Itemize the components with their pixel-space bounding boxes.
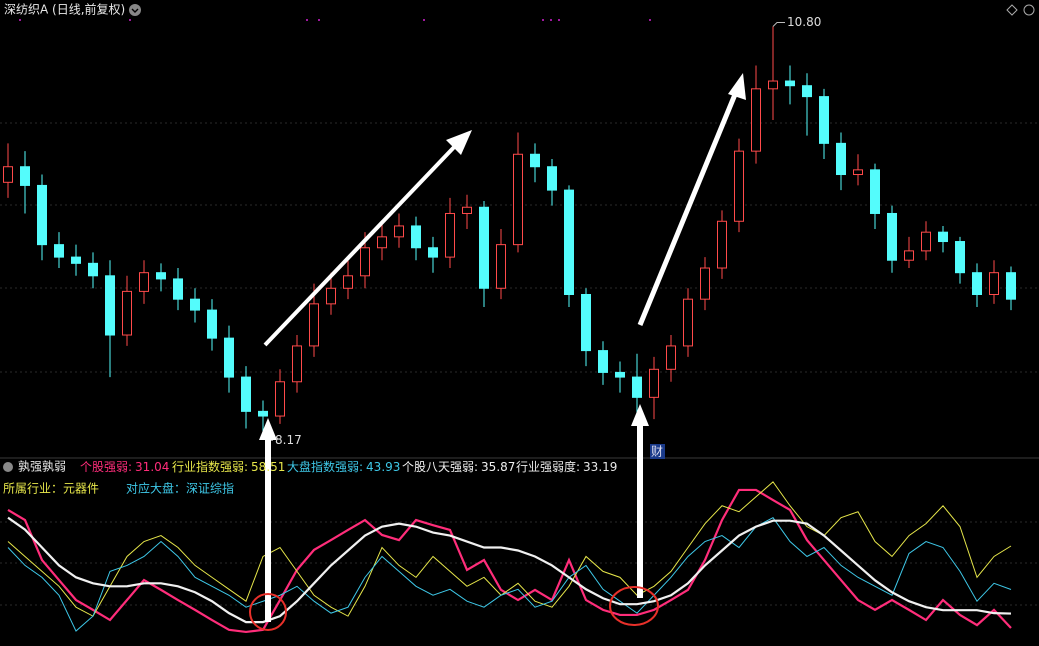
candle-body bbox=[309, 303, 319, 347]
candle-body bbox=[615, 371, 625, 378]
candle-body bbox=[513, 153, 523, 246]
candle-body bbox=[37, 184, 47, 246]
candle-body bbox=[717, 220, 727, 269]
industry-label: 所属行业：元器件 bbox=[3, 482, 99, 496]
indicator-line bbox=[7, 488, 1012, 634]
legend-entry: 大盘指数强弱: 43.93 bbox=[287, 459, 400, 474]
high-label: 10.80 bbox=[787, 15, 821, 29]
market-label: 对应大盘：深证综指 bbox=[126, 481, 234, 496]
candle-body bbox=[530, 153, 540, 168]
legend-value: 33.19 bbox=[583, 460, 617, 474]
indicator-line bbox=[7, 517, 1012, 632]
candle-body bbox=[972, 272, 982, 296]
legend-value: 43.93 bbox=[366, 460, 400, 474]
candle-body bbox=[275, 381, 285, 417]
candle-body bbox=[360, 247, 370, 277]
candle-body bbox=[445, 212, 455, 258]
candle-body bbox=[428, 247, 438, 258]
candle-body bbox=[785, 80, 795, 87]
candle-body bbox=[683, 298, 693, 347]
legend-value: 31.04 bbox=[135, 460, 169, 474]
candle-body bbox=[836, 142, 846, 176]
indicator-icon[interactable] bbox=[3, 462, 13, 472]
candle-body bbox=[292, 345, 302, 383]
candle-body bbox=[411, 225, 421, 249]
indicator-line bbox=[7, 516, 1012, 624]
candle-body bbox=[666, 345, 676, 370]
candle-body bbox=[326, 287, 336, 305]
candle-body bbox=[564, 189, 574, 296]
candle-body bbox=[496, 244, 506, 289]
candle-body bbox=[700, 267, 710, 300]
event-dots bbox=[19, 19, 651, 21]
candle-body bbox=[343, 275, 353, 289]
candle-body bbox=[139, 272, 149, 292]
leader bbox=[772, 21, 785, 27]
candle-body bbox=[3, 166, 13, 183]
legend-name: 个股强弱: bbox=[80, 460, 132, 474]
indicator-title: 孰强孰弱 bbox=[18, 459, 66, 474]
candle-body bbox=[377, 236, 387, 249]
dropdown-icon[interactable] bbox=[129, 4, 141, 16]
candle-body bbox=[547, 166, 557, 191]
candle-body bbox=[190, 298, 200, 311]
legend-name: 个股八天强弱: bbox=[402, 460, 478, 474]
annotation-overlay bbox=[249, 73, 746, 631]
candle-body bbox=[768, 80, 778, 90]
candle-body bbox=[938, 231, 948, 243]
candle-body bbox=[989, 272, 999, 296]
legend-value: 35.87 bbox=[481, 460, 515, 474]
badge-box bbox=[650, 444, 665, 459]
candle-body bbox=[734, 150, 744, 222]
candle-body bbox=[598, 350, 608, 373]
candle-body bbox=[955, 241, 965, 274]
candle-body bbox=[156, 272, 166, 280]
candle-body bbox=[802, 85, 812, 98]
candle-body bbox=[224, 337, 234, 378]
candle-body bbox=[479, 206, 489, 289]
candle-body bbox=[71, 256, 81, 264]
legend-entry: 行业强弱度: 33.19 bbox=[516, 459, 617, 474]
candle-body bbox=[462, 206, 472, 214]
candle-body bbox=[88, 262, 98, 277]
candle-body bbox=[173, 278, 183, 300]
candle-body bbox=[649, 368, 659, 398]
candle-body bbox=[241, 376, 251, 412]
candle-body bbox=[258, 410, 268, 417]
candle-body bbox=[1006, 272, 1016, 300]
legend-entry: 个股八天强弱: 35.87 bbox=[402, 460, 515, 474]
stock-title: 深纺织A (日线,前复权) bbox=[4, 2, 125, 17]
settings-icon[interactable] bbox=[1023, 4, 1035, 16]
legend-entry: 行业指数强弱: 58.51 bbox=[172, 459, 285, 474]
legend-name: 大盘指数强弱: bbox=[287, 459, 363, 474]
candle-body bbox=[819, 96, 829, 144]
candle-body bbox=[870, 169, 880, 214]
candle-body bbox=[105, 275, 115, 336]
legend-entry: 个股强弱: 31.04 bbox=[80, 460, 169, 474]
candle-body bbox=[921, 231, 931, 252]
diamond-icon[interactable] bbox=[1006, 4, 1018, 16]
legend-name: 行业强弱度: bbox=[516, 459, 580, 474]
candle-body bbox=[394, 225, 404, 238]
indicator-line bbox=[7, 481, 1012, 617]
candle-body bbox=[632, 376, 642, 398]
candle-body bbox=[122, 290, 132, 336]
candle-body bbox=[904, 250, 914, 261]
legend-name: 行业指数强弱: bbox=[172, 459, 248, 474]
candle-body bbox=[54, 244, 64, 258]
candle-body bbox=[853, 169, 863, 176]
plot: 10.80 8.17 财 bbox=[3, 15, 1016, 634]
legend-value: 58.51 bbox=[251, 460, 285, 474]
candle-body bbox=[581, 294, 591, 352]
low-label: 8.17 bbox=[275, 433, 302, 447]
candle-body bbox=[20, 166, 30, 186]
candle-body bbox=[207, 309, 217, 339]
candle-body bbox=[887, 212, 897, 261]
candle-body bbox=[751, 88, 761, 152]
badge: 财 bbox=[651, 445, 663, 459]
